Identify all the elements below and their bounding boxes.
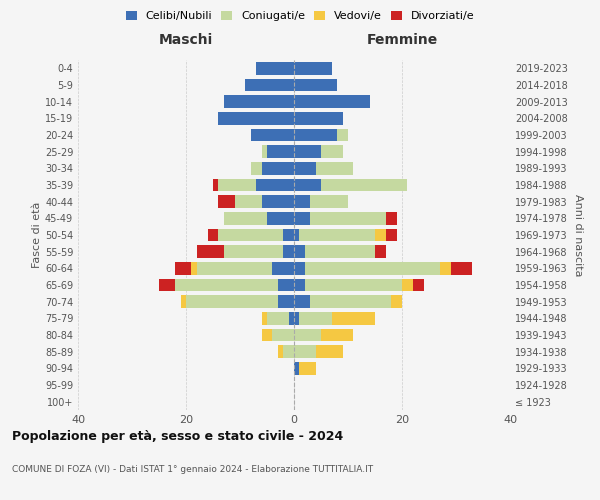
Bar: [283, 246, 294, 258]
Bar: [197, 262, 272, 274]
Bar: [262, 329, 272, 341]
Text: Femmine: Femmine: [367, 32, 437, 46]
Bar: [305, 246, 375, 258]
Bar: [386, 229, 397, 241]
Bar: [272, 329, 294, 341]
Bar: [316, 162, 353, 174]
Bar: [294, 129, 337, 141]
Bar: [310, 212, 386, 224]
Bar: [278, 279, 294, 291]
Bar: [208, 229, 218, 241]
Bar: [305, 279, 402, 291]
Bar: [413, 279, 424, 291]
Bar: [289, 312, 294, 324]
Bar: [181, 296, 186, 308]
Bar: [375, 229, 386, 241]
Bar: [294, 179, 321, 192]
Bar: [294, 246, 305, 258]
Bar: [294, 329, 321, 341]
Bar: [191, 262, 197, 274]
Bar: [294, 112, 343, 124]
Bar: [267, 312, 289, 324]
Y-axis label: Anni di nascita: Anni di nascita: [573, 194, 583, 276]
Bar: [299, 312, 332, 324]
Bar: [224, 212, 267, 224]
Bar: [402, 279, 413, 291]
Bar: [267, 212, 294, 224]
Bar: [294, 296, 310, 308]
Bar: [251, 162, 262, 174]
Bar: [386, 212, 397, 224]
Bar: [321, 146, 343, 158]
Bar: [251, 129, 294, 141]
Bar: [294, 346, 316, 358]
Bar: [245, 79, 294, 92]
Bar: [337, 129, 348, 141]
Bar: [186, 296, 278, 308]
Bar: [321, 179, 407, 192]
Bar: [283, 229, 294, 241]
Bar: [294, 96, 370, 108]
Text: Popolazione per età, sesso e stato civile - 2024: Popolazione per età, sesso e stato civil…: [12, 430, 343, 443]
Bar: [294, 162, 316, 174]
Bar: [294, 312, 299, 324]
Bar: [294, 196, 310, 208]
Bar: [440, 262, 451, 274]
Bar: [294, 79, 337, 92]
Bar: [235, 196, 262, 208]
Text: COMUNE DI FOZA (VI) - Dati ISTAT 1° gennaio 2024 - Elaborazione TUTTITALIA.IT: COMUNE DI FOZA (VI) - Dati ISTAT 1° genn…: [12, 465, 373, 474]
Bar: [316, 346, 343, 358]
Bar: [218, 179, 256, 192]
Bar: [310, 296, 391, 308]
Bar: [262, 162, 294, 174]
Bar: [294, 229, 299, 241]
Bar: [262, 312, 267, 324]
Bar: [213, 179, 218, 192]
Bar: [299, 229, 375, 241]
Legend: Celibi/Nubili, Coniugati/e, Vedovi/e, Divorziati/e: Celibi/Nubili, Coniugati/e, Vedovi/e, Di…: [125, 10, 475, 21]
Bar: [294, 262, 305, 274]
Bar: [218, 112, 294, 124]
Bar: [175, 262, 191, 274]
Bar: [224, 246, 283, 258]
Bar: [278, 296, 294, 308]
Bar: [332, 312, 375, 324]
Bar: [256, 179, 294, 192]
Bar: [294, 146, 321, 158]
Bar: [299, 362, 316, 374]
Bar: [197, 246, 224, 258]
Bar: [262, 146, 267, 158]
Bar: [294, 62, 332, 74]
Bar: [310, 196, 348, 208]
Bar: [321, 329, 353, 341]
Bar: [159, 279, 175, 291]
Bar: [294, 362, 299, 374]
Bar: [175, 279, 278, 291]
Bar: [278, 346, 283, 358]
Bar: [305, 262, 440, 274]
Text: Maschi: Maschi: [159, 32, 213, 46]
Bar: [267, 146, 294, 158]
Bar: [224, 96, 294, 108]
Y-axis label: Fasce di età: Fasce di età: [32, 202, 42, 268]
Bar: [451, 262, 472, 274]
Bar: [218, 229, 283, 241]
Bar: [283, 346, 294, 358]
Bar: [218, 196, 235, 208]
Bar: [256, 62, 294, 74]
Bar: [375, 246, 386, 258]
Bar: [391, 296, 402, 308]
Bar: [262, 196, 294, 208]
Bar: [294, 279, 305, 291]
Bar: [272, 262, 294, 274]
Bar: [294, 212, 310, 224]
